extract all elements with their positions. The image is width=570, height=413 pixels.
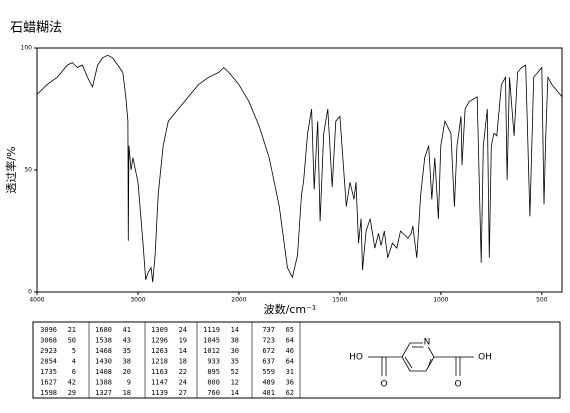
x-tick-label: 4000 xyxy=(29,297,44,304)
peak-wavenumber: 1680 xyxy=(95,326,112,334)
peak-wavenumber: 1627 xyxy=(40,379,57,387)
peak-wavenumber: 1147 xyxy=(151,379,168,387)
peak-transmittance: 65 xyxy=(286,326,294,334)
peak-transmittance: 20 xyxy=(123,368,131,376)
peak-transmittance: 14 xyxy=(231,389,239,397)
structure-label: N xyxy=(424,338,431,348)
peak-transmittance: 18 xyxy=(123,389,131,397)
peak-wavenumber: 933 xyxy=(207,358,220,366)
peak-transmittance: 42 xyxy=(68,379,76,387)
peak-wavenumber: 723 xyxy=(262,337,275,345)
spectrum-line xyxy=(36,54,563,283)
peak-transmittance: 22 xyxy=(179,368,187,376)
peak-transmittance: 35 xyxy=(123,347,131,355)
peak-transmittance: 36 xyxy=(286,379,294,387)
peak-transmittance: 64 xyxy=(286,337,294,345)
chart-title: 石蜡糊法 xyxy=(10,20,62,36)
peak-transmittance: 14 xyxy=(179,347,187,355)
y-tick-label: 100 xyxy=(21,45,33,52)
peak-transmittance: 27 xyxy=(179,389,187,397)
peak-wavenumber: 1163 xyxy=(151,368,168,376)
peak-transmittance: 50 xyxy=(68,337,76,345)
peak-transmittance: 4 xyxy=(72,358,76,366)
x-tick-label: 2000 xyxy=(231,297,246,304)
peak-transmittance: 24 xyxy=(179,379,187,387)
y-tick-label: 0 xyxy=(28,289,32,296)
peak-wavenumber: 1468 xyxy=(95,347,112,355)
peak-transmittance: 5 xyxy=(72,347,76,355)
x-tick-label: 1500 xyxy=(332,297,347,304)
peak-wavenumber: 1139 xyxy=(151,389,168,397)
structure-label: OH xyxy=(478,353,492,363)
peak-wavenumber: 672 xyxy=(262,347,275,355)
peak-transmittance: 62 xyxy=(286,389,294,397)
peak-transmittance: 43 xyxy=(123,337,131,345)
y-tick-label: 50 xyxy=(24,167,32,174)
peak-wavenumber: 489 xyxy=(262,379,275,387)
peak-wavenumber: 1408 xyxy=(95,368,112,376)
peak-wavenumber: 800 xyxy=(207,379,220,387)
peak-transmittance: 21 xyxy=(68,326,76,334)
peak-wavenumber: 1327 xyxy=(95,389,112,397)
peak-transmittance: 18 xyxy=(179,358,187,366)
x-tick-label: 1000 xyxy=(433,297,448,304)
peak-wavenumber: 895 xyxy=(207,368,220,376)
peak-wavenumber: 3068 xyxy=(40,337,57,345)
peak-wavenumber: 1598 xyxy=(40,389,57,397)
peak-wavenumber: 637 xyxy=(262,358,275,366)
peak-wavenumber: 1538 xyxy=(95,337,112,345)
peak-transmittance: 64 xyxy=(286,358,294,366)
x-tick-label: 3000 xyxy=(130,297,145,304)
label-bg xyxy=(423,337,431,347)
peak-transmittance: 24 xyxy=(179,326,187,334)
structure-label: O xyxy=(380,380,387,390)
structure-bonds xyxy=(368,342,474,376)
peak-transmittance: 46 xyxy=(286,347,294,355)
peak-wavenumber: 1735 xyxy=(40,368,57,376)
x-tick-label: 500 xyxy=(536,297,548,304)
peak-wavenumber: 2923 xyxy=(40,347,57,355)
peak-transmittance: 41 xyxy=(123,326,131,334)
peak-wavenumber: 1309 xyxy=(151,326,168,334)
peak-transmittance: 31 xyxy=(286,368,294,376)
peak-wavenumber: 1296 xyxy=(151,337,168,345)
table-frame xyxy=(32,321,561,399)
peak-transmittance: 35 xyxy=(231,358,239,366)
peak-wavenumber: 1430 xyxy=(95,358,112,366)
peak-transmittance: 38 xyxy=(123,358,131,366)
peak-transmittance: 29 xyxy=(68,389,76,397)
peak-wavenumber: 760 xyxy=(207,389,220,397)
peak-wavenumber: 1045 xyxy=(203,337,220,345)
y-axis-label: 透过率/% xyxy=(4,146,18,193)
peak-transmittance: 30 xyxy=(231,347,239,355)
peak-transmittance: 38 xyxy=(231,337,239,345)
peak-transmittance: 6 xyxy=(72,368,76,376)
peak-wavenumber: 737 xyxy=(262,326,275,334)
peak-wavenumber: 2854 xyxy=(40,358,57,366)
peak-wavenumber: 559 xyxy=(262,368,275,376)
x-axis-label: 波数/cm⁻¹ xyxy=(264,303,317,316)
peak-wavenumber: 1119 xyxy=(203,326,220,334)
structure-label: O xyxy=(454,380,461,390)
peak-transmittance: 9 xyxy=(127,379,131,387)
peak-wavenumber: 1218 xyxy=(151,358,168,366)
peak-wavenumber: 1388 xyxy=(95,379,112,387)
peak-wavenumber: 1263 xyxy=(151,347,168,355)
peak-transmittance: 14 xyxy=(231,326,239,334)
peak-transmittance: 19 xyxy=(179,337,187,345)
peak-wavenumber: 481 xyxy=(262,389,275,397)
peak-wavenumber: 1012 xyxy=(203,347,220,355)
peak-transmittance: 12 xyxy=(231,379,239,387)
structure-label: HO xyxy=(349,353,363,363)
peak-transmittance: 52 xyxy=(231,368,239,376)
peak-wavenumber: 3096 xyxy=(40,326,57,334)
